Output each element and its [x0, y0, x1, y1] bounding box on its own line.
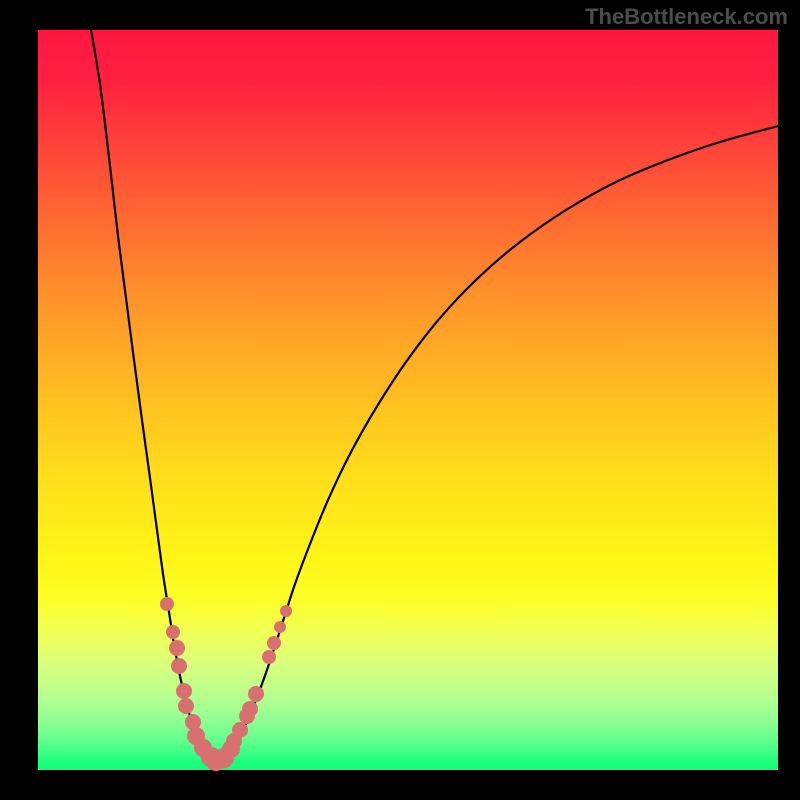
data-dot [171, 658, 187, 674]
data-dot [248, 686, 264, 702]
data-dot [176, 683, 192, 699]
data-dot [232, 722, 248, 738]
data-dot [280, 605, 292, 617]
data-dot [166, 625, 180, 639]
watermark-text: TheBottleneck.com [585, 4, 788, 30]
data-dot [262, 650, 276, 664]
data-dot [169, 640, 185, 656]
data-dot [267, 636, 281, 650]
data-dot [242, 701, 258, 717]
data-dot [160, 597, 174, 611]
data-dot [178, 698, 194, 714]
chart-plot-area [38, 30, 778, 770]
data-dot [274, 621, 286, 633]
